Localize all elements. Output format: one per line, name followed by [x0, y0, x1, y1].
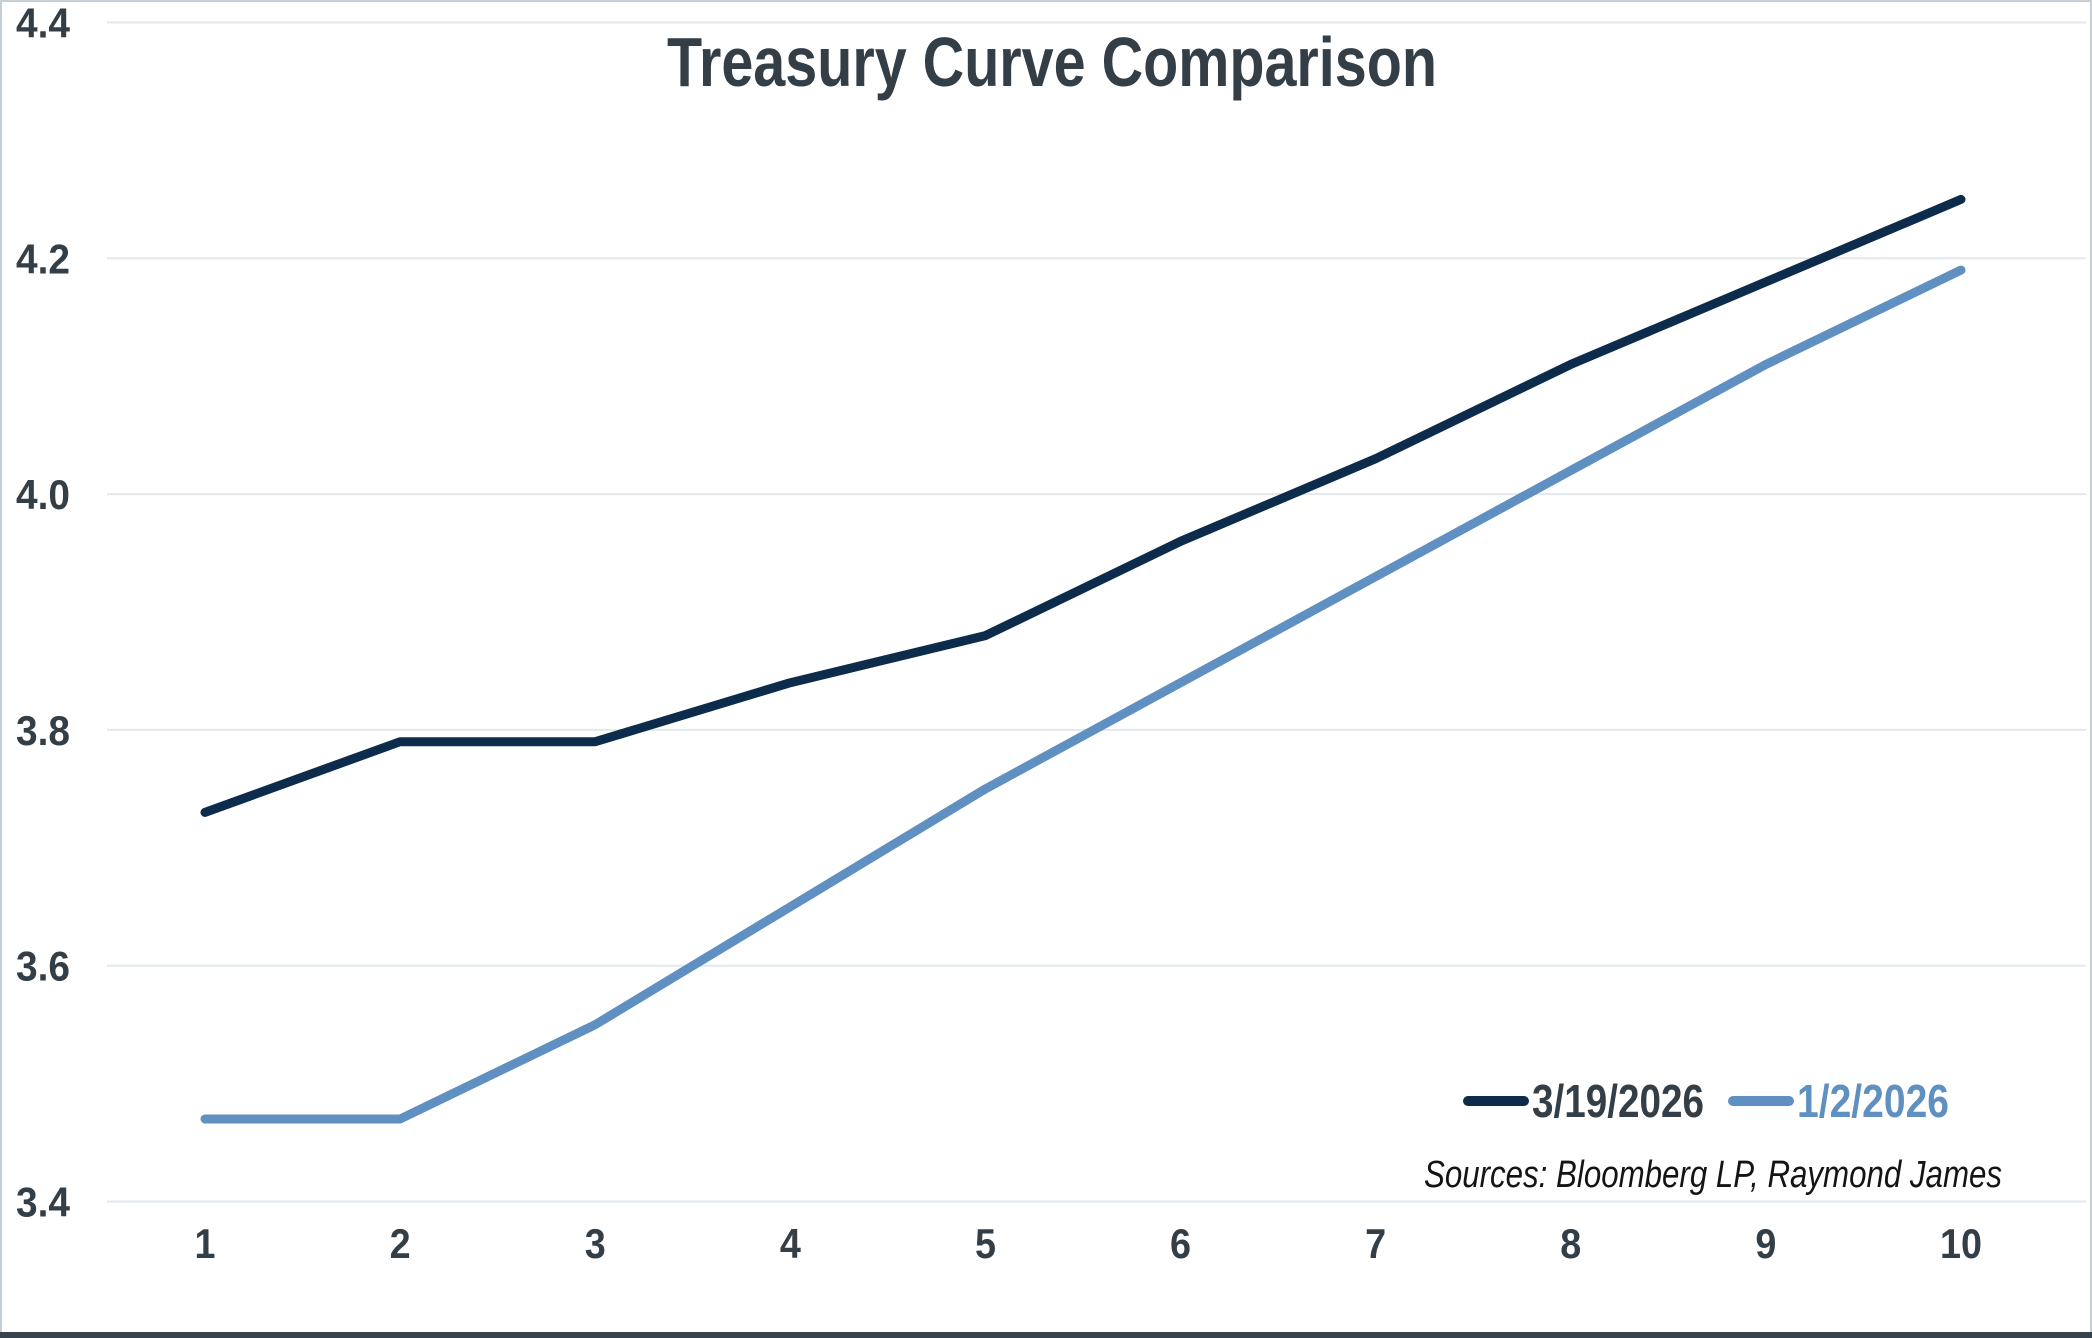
legend: 3/19/2026 1/2/2026	[1463, 1075, 1949, 1127]
x-axis-tick-labels: 1 2 3 4 5 6 7 8 9 10	[195, 1220, 1983, 1267]
legend-label-series2: 1/2/2026	[1797, 1075, 1949, 1127]
x-axis-tick-label: 2	[390, 1220, 411, 1267]
x-axis-tick-label: 8	[1560, 1220, 1581, 1267]
y-axis-tick-labels: 3.4 3.6 3.8 4.0 4.2 4.4	[16, 0, 71, 1226]
y-axis-tick-label: 4.0	[16, 471, 70, 518]
legend-label-series1: 3/19/2026	[1532, 1075, 1704, 1127]
y-axis-tick-label: 3.4	[16, 1179, 71, 1226]
x-axis-tick-label: 10	[1940, 1220, 1982, 1267]
chart-title: Treasury Curve Comparison	[667, 23, 1437, 101]
series-line-light	[200, 265, 1966, 1124]
y-axis-tick-label: 4.2	[16, 235, 70, 282]
source-note: Sources: Bloomberg LP, Raymond James	[1424, 1154, 2002, 1196]
y-axis-tick-label: 4.4	[16, 0, 71, 47]
x-axis-tick-label: 4	[780, 1220, 802, 1267]
y-axis-tick-label: 3.6	[16, 943, 70, 990]
x-axis-tick-label: 6	[1170, 1220, 1191, 1267]
x-axis-tick-label: 9	[1755, 1220, 1776, 1267]
series-lines	[200, 194, 1966, 1124]
series-line-dark	[200, 194, 1966, 817]
y-axis-tick-label: 3.8	[16, 707, 70, 754]
x-axis-tick-label: 1	[195, 1220, 216, 1267]
x-axis-tick-label: 3	[585, 1220, 606, 1267]
x-axis-tick-label: 5	[975, 1220, 996, 1267]
x-axis-tick-label: 7	[1365, 1220, 1386, 1267]
bottom-border	[0, 1332, 2092, 1338]
